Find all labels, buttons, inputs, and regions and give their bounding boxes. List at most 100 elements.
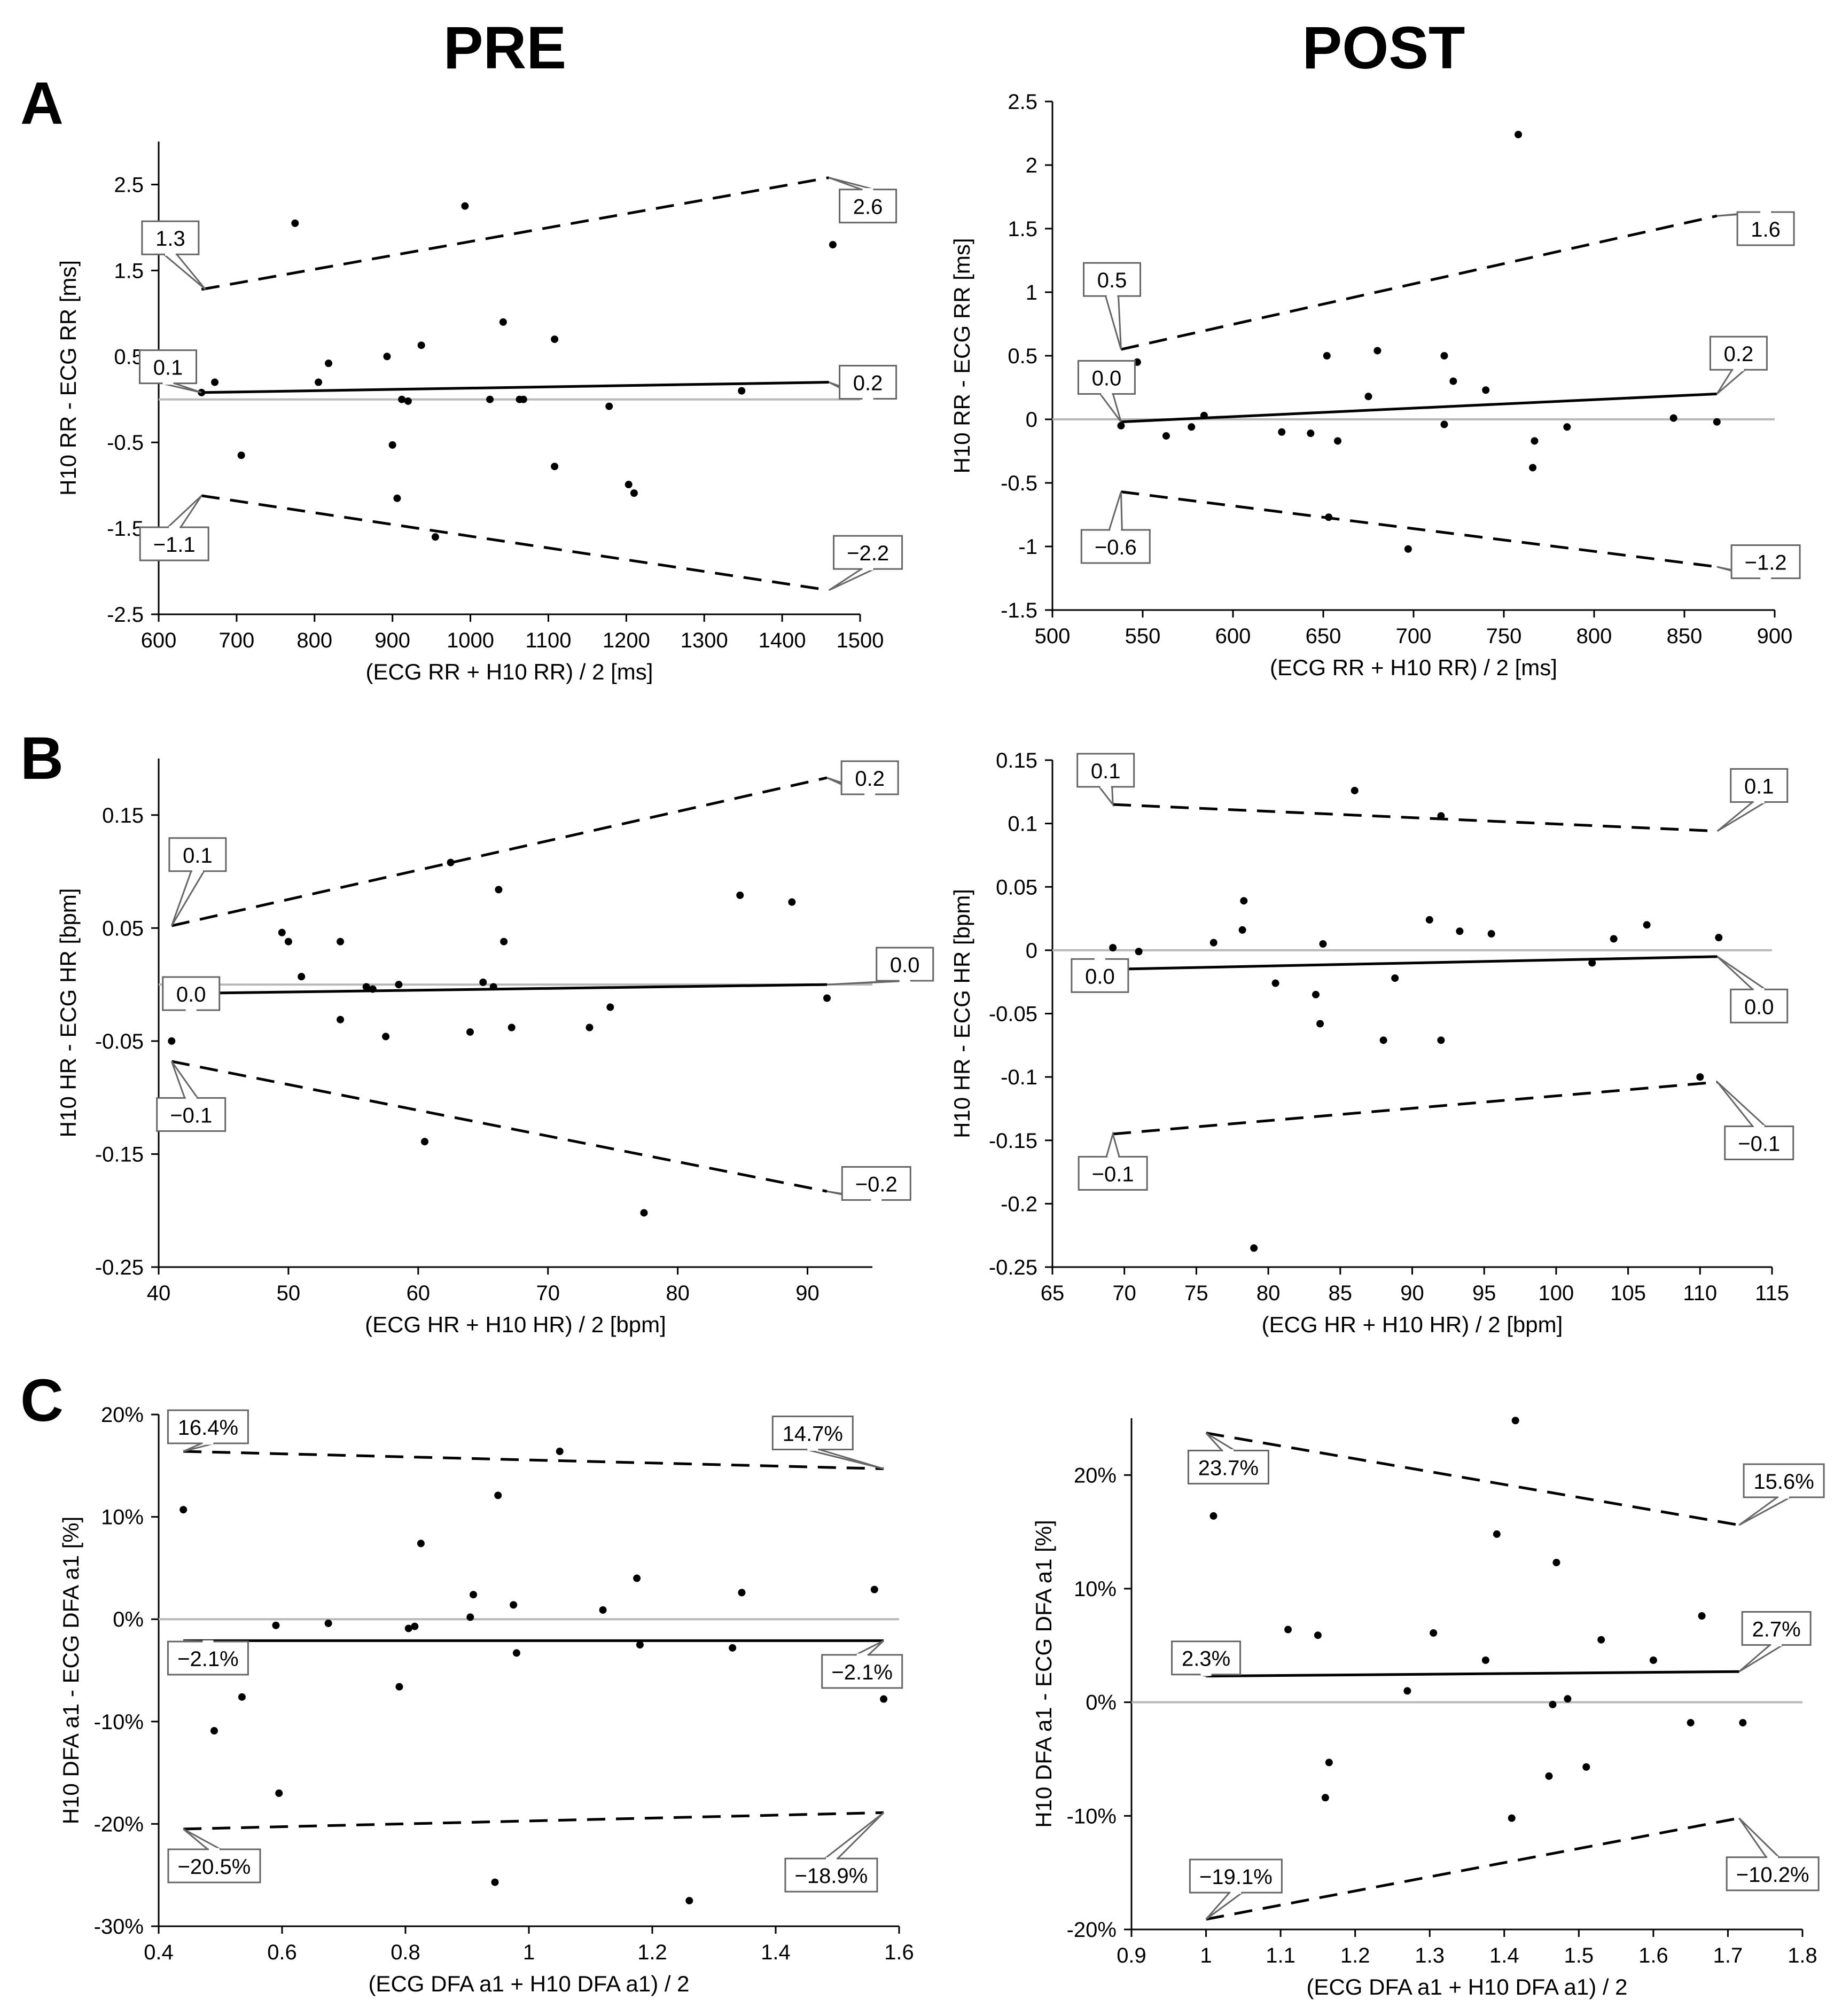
data-point	[606, 1003, 614, 1011]
data-point	[494, 1491, 502, 1499]
x-tick-label: 1200	[603, 629, 650, 652]
callout-label: 14.7%	[783, 1422, 843, 1445]
callout-box	[1189, 1858, 1283, 1894]
x-tick-label: 800	[1576, 624, 1612, 648]
data-point	[495, 886, 503, 894]
data-point	[411, 1622, 419, 1630]
x-tick-label: 100	[1539, 1282, 1574, 1305]
data-point	[880, 1695, 888, 1703]
x-tick-label: 700	[1396, 624, 1432, 648]
y-tick-label: -0.05	[989, 1003, 1037, 1026]
data-point	[272, 1621, 280, 1629]
callout-label: −19.1%	[1199, 1865, 1273, 1889]
data-point	[1481, 1656, 1489, 1664]
callout-pointer	[829, 177, 875, 191]
callout-box	[168, 837, 227, 872]
callout-label: 2.3%	[1182, 1647, 1230, 1671]
callout-box	[1171, 1640, 1242, 1676]
data-point	[1188, 423, 1196, 431]
callout-label: 0.5	[1097, 269, 1127, 292]
callout-label: 0.0	[1092, 366, 1122, 390]
data-point	[1698, 1612, 1706, 1620]
data-point	[388, 441, 396, 449]
callout-label: 2.7%	[1752, 1618, 1801, 1641]
x-axis-label: (ECG RR + H10 RR) / 2 [ms]	[1270, 655, 1557, 680]
x-tick-label: 70	[536, 1282, 560, 1305]
y-tick-label: 20%	[1074, 1464, 1117, 1487]
y-tick-label: -10%	[1067, 1804, 1117, 1828]
data-point	[1240, 897, 1248, 905]
callout-pointer	[1098, 393, 1122, 423]
y-tick-label: 1	[1026, 281, 1037, 304]
callout-pointer	[1738, 1644, 1786, 1673]
callout-label: 23.7%	[1198, 1456, 1259, 1480]
data-point	[512, 1649, 520, 1657]
x-tick-label: 70	[1112, 1282, 1136, 1305]
x-tick-label: 40	[147, 1282, 171, 1305]
data-point	[315, 378, 323, 386]
data-point	[291, 219, 299, 227]
data-point	[1109, 944, 1117, 952]
callout-label: 0.1	[153, 356, 183, 380]
data-point	[1713, 418, 1721, 426]
data-point	[1351, 786, 1359, 794]
y-tick-label: -0.25	[95, 1256, 144, 1279]
data-point	[470, 1591, 478, 1599]
data-point	[551, 335, 559, 343]
data-point	[1437, 812, 1445, 820]
callout-pointer	[828, 568, 875, 591]
x-tick-label: 0.4	[144, 1941, 174, 1964]
callout-label: 0.1	[1744, 775, 1774, 798]
data-point	[417, 1540, 425, 1548]
y-tick-label: 20%	[101, 1403, 144, 1427]
callout-box	[821, 1654, 903, 1689]
callout-pointer	[1108, 491, 1123, 531]
callout-label: 0.1	[183, 844, 213, 868]
data-point	[404, 1624, 412, 1632]
data-point	[337, 937, 345, 946]
data-point	[395, 1683, 403, 1691]
lower-loa-line	[1121, 490, 1718, 568]
x-tick-label: 0.6	[267, 1941, 297, 1964]
data-point	[1135, 948, 1143, 956]
data-point	[1531, 437, 1539, 445]
callout-label: −0.2	[855, 1173, 897, 1196]
y-tick-label: -1	[1018, 535, 1037, 559]
bias-line	[201, 381, 829, 394]
bias-line	[1121, 392, 1717, 424]
x-tick-label: 1.8	[1788, 1944, 1817, 1967]
y-axis-label: H10 RR - ECG RR [ms]	[56, 260, 81, 496]
y-tick-label: 0	[1026, 408, 1037, 432]
upper-loa-line	[171, 776, 828, 927]
data-point	[298, 973, 306, 981]
y-tick-label: -20%	[1067, 1918, 1117, 1942]
x-tick-label: 1.7	[1713, 1944, 1743, 1967]
data-point	[420, 1138, 428, 1146]
data-point	[211, 378, 219, 386]
x-tick-label: 600	[141, 629, 177, 652]
x-tick-label: 1.5	[1564, 1944, 1594, 1967]
callout-pointer	[170, 870, 206, 926]
y-tick-label: 1.5	[1008, 217, 1037, 241]
data-point	[1482, 386, 1490, 394]
data-point	[395, 981, 403, 989]
data-point	[1696, 1073, 1704, 1081]
y-tick-label: 2.5	[114, 173, 144, 197]
y-tick-label: -20%	[94, 1812, 144, 1836]
data-point	[237, 451, 245, 459]
column-title-pre: PRE	[443, 14, 566, 81]
callout-label: 0.0	[890, 954, 920, 977]
y-tick-label: -1.5	[1001, 599, 1037, 622]
data-point	[404, 397, 412, 405]
data-point	[1373, 347, 1382, 355]
data-point	[1325, 513, 1333, 521]
x-tick-label: 1.4	[1489, 1944, 1519, 1967]
y-tick-label: -0.25	[989, 1256, 1037, 1279]
bias-line	[1113, 955, 1718, 971]
data-point	[1404, 545, 1412, 553]
y-tick-label: -0.5	[107, 431, 144, 455]
data-point	[1314, 1631, 1322, 1639]
upper-loa-line	[1206, 1432, 1739, 1527]
data-point	[1515, 130, 1523, 138]
upper-loa-line	[183, 1450, 884, 1471]
